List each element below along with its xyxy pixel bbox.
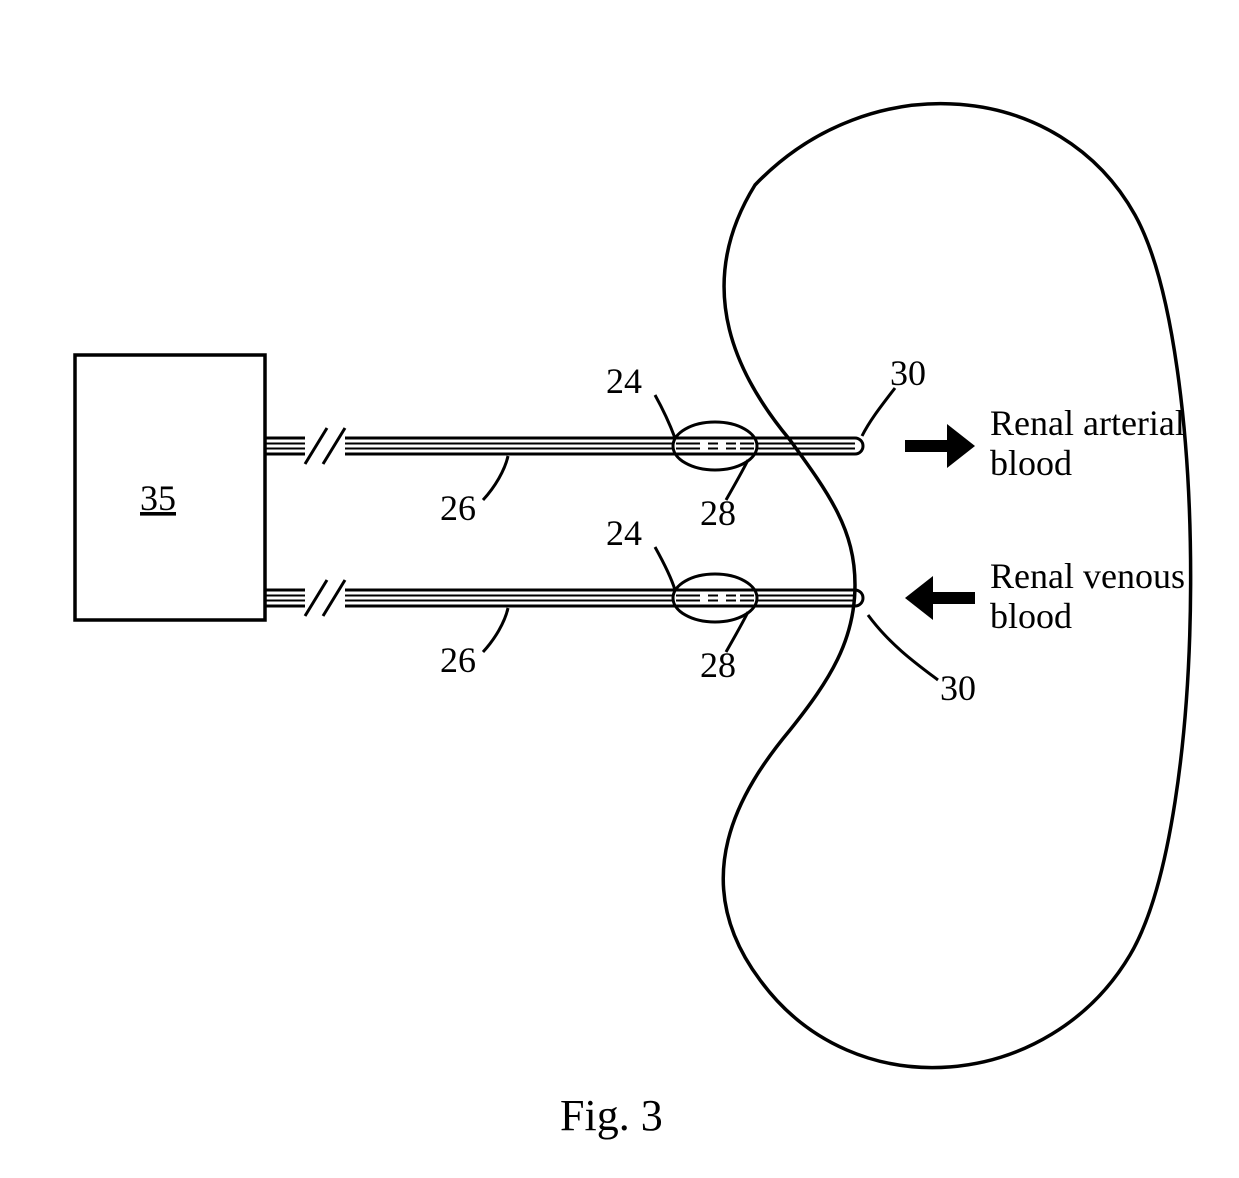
ref-u30: 30 [890,353,926,393]
arrow-arterial-head [947,424,975,468]
leader-l24 [655,547,675,590]
catheter-upper-balloon [673,422,757,470]
ref-l26: 26 [440,640,476,680]
ref-l30: 30 [940,668,976,708]
catheter-lower-break-slash-1 [305,580,327,616]
catheter-upper-tip [855,438,863,454]
leader-l26 [483,608,508,652]
device-label-35: 35 [140,478,176,518]
catheter-lower-break-slash-2 [323,580,345,616]
catheter-upper-break-slash-2 [323,428,345,464]
leader-u24 [655,395,675,438]
ref-u26: 26 [440,488,476,528]
ref-l28: 28 [700,645,736,685]
figure-caption: Fig. 3 [560,1091,663,1140]
label-renal-venous-l2: blood [990,596,1072,636]
leader-u26 [483,456,508,500]
label-renal-arterial-l2: blood [990,443,1072,483]
catheter-lower-balloon [673,574,757,622]
leader-u30 [862,388,895,436]
ref-u24: 24 [606,361,642,401]
label-renal-venous-l1: Renal venous [990,556,1185,596]
arrow-venous-head [905,576,933,620]
leader-l30 [868,615,938,680]
ref-l24: 24 [606,513,642,553]
ref-u28: 28 [700,493,736,533]
catheter-upper-break-slash-1 [305,428,327,464]
label-renal-arterial-l1: Renal arterial [990,403,1185,443]
